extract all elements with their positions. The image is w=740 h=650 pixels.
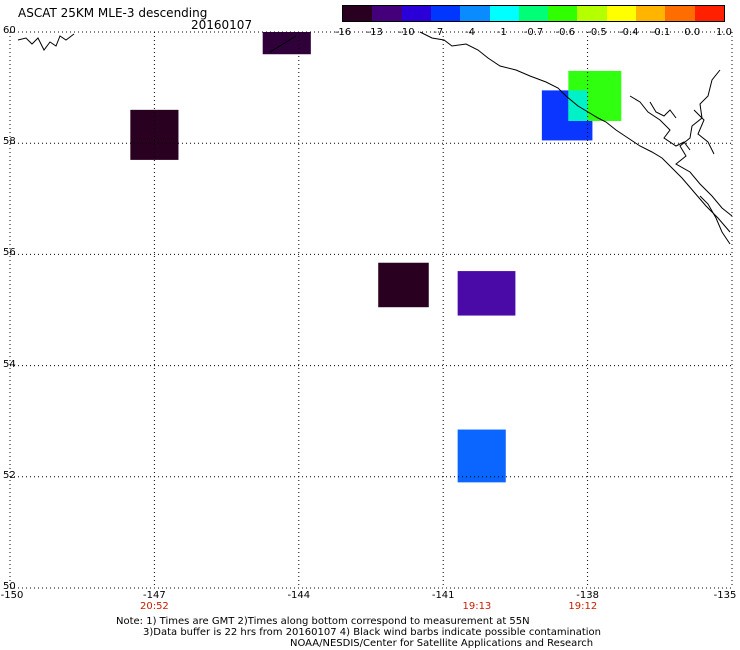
wind-data-cell	[262, 32, 311, 55]
colorbar-swatch	[548, 6, 578, 21]
longitude-label: -150	[0, 590, 24, 601]
colorbar-swatch	[694, 6, 725, 21]
coastline	[675, 69, 733, 217]
colorbar-tick-label: -1	[496, 27, 507, 38]
colorbar-tick-label: -0.6	[555, 27, 576, 38]
colorbar-swatch	[518, 6, 549, 21]
colorbar-tick-label: 1.0	[716, 27, 732, 38]
product-date: 20160107	[191, 18, 253, 32]
wind-barb	[269, 35, 297, 53]
colorbar-swatch	[665, 6, 696, 21]
pass-time-label: 19:13	[462, 601, 492, 612]
latitude-label: 54	[3, 358, 16, 370]
latitude-label: 52	[3, 469, 16, 481]
colorbar-tick-label: -0.7	[523, 27, 544, 38]
colorbar-swatch	[606, 6, 637, 21]
coastline	[629, 95, 691, 151]
wind-data-cell	[378, 262, 429, 308]
longitude-label: -147	[143, 590, 166, 601]
coastline	[419, 31, 731, 233]
pass-time-label: 20:52	[139, 601, 169, 612]
latitude-label: 58	[3, 136, 16, 148]
colorbar-tick-label: -0.5	[587, 27, 607, 38]
pass-time-label: 19:12	[568, 601, 598, 612]
latitude-label: 50	[3, 581, 16, 592]
coastline	[699, 195, 731, 245]
colorbar-tick-label: -0.1	[650, 27, 671, 38]
colorbar-swatch	[460, 6, 491, 21]
coastline	[649, 101, 677, 119]
colorbar-swatch	[343, 6, 373, 21]
wind-data-cell	[457, 429, 506, 483]
longitude-label: -138	[576, 590, 599, 601]
colorbar-tick-label: -0.4	[618, 27, 639, 38]
colorbar-swatch	[401, 6, 432, 21]
coastline	[17, 33, 75, 51]
product-title: ASCAT 25KM MLE-3 descending	[18, 6, 208, 20]
colorbar-tick-label: 0.0	[684, 27, 701, 38]
coastline	[693, 109, 715, 155]
colorbar-swatch	[577, 6, 608, 21]
colorbar-swatch	[636, 6, 666, 21]
footer-note-1: Note: 1) Times are GMT 2)Times along bot…	[116, 616, 530, 627]
latitude-label: 56	[3, 247, 16, 259]
longitude-label: -144	[287, 590, 311, 601]
wind-data-cell	[130, 109, 179, 160]
colorbar-swatch	[489, 6, 520, 21]
latitude-label: 60	[3, 25, 16, 36]
footer-note-2: 3)Data buffer is 22 hrs from 20160107 4)…	[143, 627, 601, 638]
colorbar-swatch	[430, 6, 461, 21]
wind-data-cell	[457, 271, 516, 316]
longitude-label: -135	[713, 590, 737, 601]
colorbar	[342, 5, 725, 22]
colorbar-swatch	[372, 6, 403, 21]
longitude-label: -141	[431, 590, 455, 601]
footer-credit: NOAA/NESDIS/Center for Satellite Applica…	[290, 638, 594, 649]
